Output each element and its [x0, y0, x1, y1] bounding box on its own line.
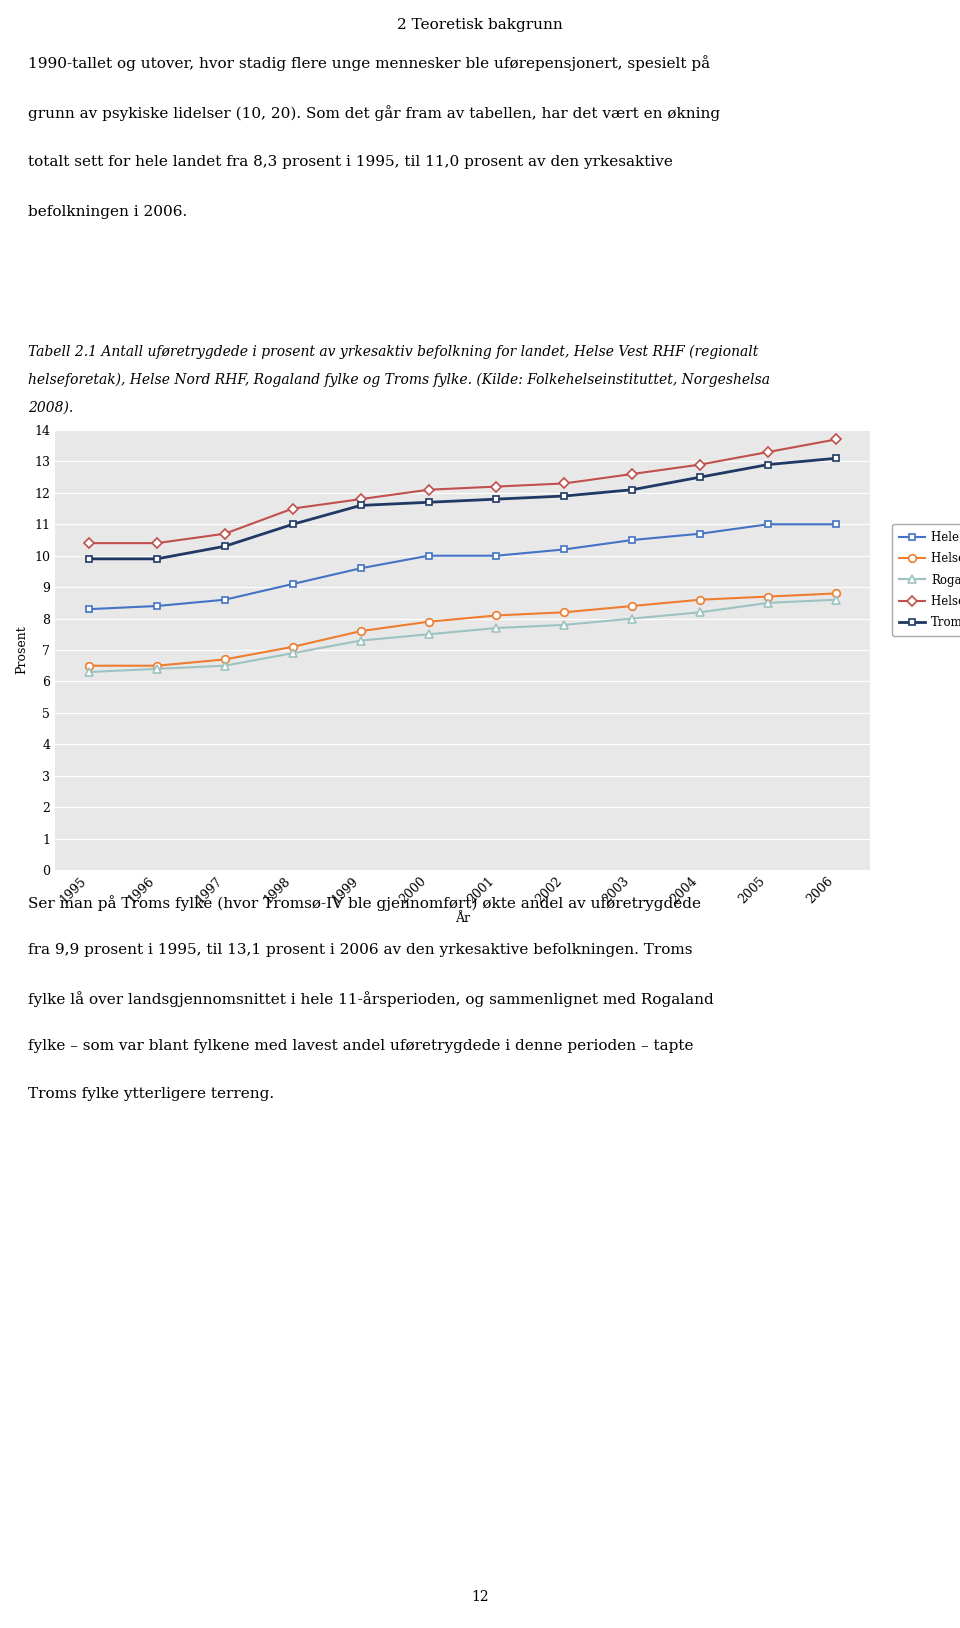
Line: Rogaland: Rogaland — [85, 596, 840, 676]
Hele landet — [422, 545, 434, 565]
Helse Nord RHF — [287, 498, 299, 518]
Hele landet — [84, 599, 95, 619]
Troms — [830, 449, 842, 469]
Helse Nord RHF — [355, 490, 367, 510]
Rogaland — [559, 615, 570, 635]
Text: 1990-tallet og utover, hvor stadig flere unge mennesker ble uførepensjonert, spe: 1990-tallet og utover, hvor stadig flere… — [28, 55, 710, 72]
Rogaland — [151, 659, 162, 679]
Line: Troms: Troms — [85, 454, 839, 562]
Text: 12: 12 — [471, 1591, 489, 1604]
Helse Vest RHF — [287, 637, 299, 656]
Helse Nord RHF — [491, 477, 502, 497]
Rogaland — [422, 625, 434, 645]
Rogaland — [762, 593, 774, 612]
Text: befolkningen i 2006.: befolkningen i 2006. — [28, 205, 187, 220]
Helse Nord RHF — [627, 464, 638, 484]
Helse Vest RHF — [559, 602, 570, 622]
Hele landet — [830, 514, 842, 534]
Text: fylke – som var blant fylkene med lavest andel uføretrygdede i denne perioden – : fylke – som var blant fylkene med lavest… — [28, 1039, 693, 1053]
Troms — [355, 495, 367, 514]
Troms — [559, 487, 570, 506]
Helse Vest RHF — [694, 589, 706, 609]
Hele landet — [627, 531, 638, 550]
Troms — [762, 454, 774, 474]
Troms — [627, 480, 638, 500]
Helse Vest RHF — [762, 586, 774, 606]
Hele landet — [219, 589, 230, 609]
Troms — [219, 537, 230, 557]
Y-axis label: Prosent: Prosent — [15, 625, 29, 674]
Hele landet — [355, 558, 367, 578]
Text: totalt sett for hele landet fra 8,3 prosent i 1995, til 11,0 prosent av den yrke: totalt sett for hele landet fra 8,3 pros… — [28, 155, 673, 169]
Text: 2 Teoretisk bakgrunn: 2 Teoretisk bakgrunn — [397, 18, 563, 33]
Helse Vest RHF — [491, 606, 502, 625]
Troms — [422, 493, 434, 513]
Line: Helse Vest RHF: Helse Vest RHF — [85, 589, 840, 669]
Hele landet — [694, 524, 706, 544]
Line: Hele landet: Hele landet — [85, 521, 839, 612]
Helse Nord RHF — [762, 443, 774, 462]
Rogaland — [694, 602, 706, 622]
Rogaland — [287, 643, 299, 663]
Troms — [287, 514, 299, 534]
Helse Vest RHF — [355, 622, 367, 641]
Text: 2008).: 2008). — [28, 400, 73, 415]
Rogaland — [627, 609, 638, 628]
Helse Nord RHF — [219, 524, 230, 544]
Rogaland — [491, 619, 502, 638]
Rogaland — [219, 656, 230, 676]
Hele landet — [762, 514, 774, 534]
Troms — [491, 490, 502, 510]
Helse Nord RHF — [422, 480, 434, 500]
Helse Nord RHF — [694, 454, 706, 474]
Text: grunn av psykiske lidelser (10, 20). Som det går fram av tabellen, har det vært : grunn av psykiske lidelser (10, 20). Som… — [28, 104, 720, 120]
Hele landet — [287, 575, 299, 594]
Helse Vest RHF — [422, 612, 434, 632]
Helse Vest RHF — [219, 650, 230, 669]
Rogaland — [84, 663, 95, 682]
Troms — [694, 467, 706, 487]
Troms — [151, 549, 162, 568]
Helse Nord RHF — [559, 474, 570, 493]
Rogaland — [830, 589, 842, 609]
Text: fylke lå over landsgjennomsnittet i hele 11-årsperioden, og sammenlignet med Rog: fylke lå over landsgjennomsnittet i hele… — [28, 991, 713, 1006]
Troms — [84, 549, 95, 568]
Helse Vest RHF — [627, 596, 638, 615]
Helse Nord RHF — [151, 534, 162, 554]
X-axis label: År: År — [455, 912, 470, 925]
Helse Nord RHF — [84, 534, 95, 554]
Text: Troms fylke ytterligere terreng.: Troms fylke ytterligere terreng. — [28, 1088, 275, 1101]
Text: Ser man på Troms fylke (hvor Tromsø-IV ble gjennomført) økte andel av uføretrygd: Ser man på Troms fylke (hvor Tromsø-IV b… — [28, 895, 701, 912]
Helse Vest RHF — [830, 584, 842, 604]
Helse Vest RHF — [84, 656, 95, 676]
Hele landet — [151, 596, 162, 615]
Text: Tabell 2.1 Antall uføretrygdede i prosent av yrkesaktiv befolkning for landet, H: Tabell 2.1 Antall uføretrygdede i prosen… — [28, 345, 758, 360]
Hele landet — [559, 539, 570, 558]
Rogaland — [355, 630, 367, 650]
Text: helseforetak), Helse Nord RHF, Rogaland fylke og Troms fylke. (Kilde: Folkehelse: helseforetak), Helse Nord RHF, Rogaland … — [28, 373, 770, 387]
Hele landet — [491, 545, 502, 565]
Legend: Hele landet, Helse Vest RHF, Rogaland, Helse Nord RHF, Troms: Hele landet, Helse Vest RHF, Rogaland, H… — [892, 524, 960, 637]
Helse Vest RHF — [151, 656, 162, 676]
Text: fra 9,9 prosent i 1995, til 13,1 prosent i 2006 av den yrkesaktive befolkningen.: fra 9,9 prosent i 1995, til 13,1 prosent… — [28, 943, 692, 957]
Helse Nord RHF — [830, 430, 842, 449]
Line: Helse Nord RHF: Helse Nord RHF — [85, 436, 839, 547]
